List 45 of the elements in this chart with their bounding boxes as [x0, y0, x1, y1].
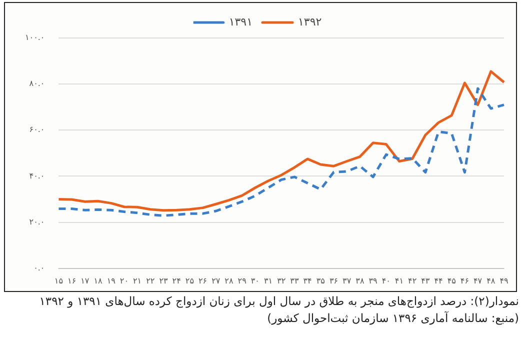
- x-tick-label: ۱۵: [54, 276, 64, 286]
- y-tick-label: ۶۰.۰: [29, 125, 45, 134]
- x-tick-label: ۲۷: [212, 276, 221, 286]
- x-tick-label: ۴۹: [500, 276, 508, 286]
- y-tick-label: ۲۰.۰: [29, 217, 45, 226]
- x-tick-label: ۴۱: [394, 276, 404, 286]
- x-tick-label: ۳۲: [277, 276, 286, 286]
- y-tick-label: ۱۰۰.۰: [24, 33, 45, 42]
- x-tick-label: ۱۸: [94, 276, 104, 286]
- x-tick-label: ۴۷: [474, 276, 483, 286]
- text: نمودار(۲): درصد ازدواج‌های منجر به طلاق در سال اول برای زنان ازدواج کرده سال‌های ۱۳۹۱ و ۱۳۹۲: [38, 293, 519, 310]
- x-tick-label: ۱۹: [106, 276, 116, 286]
- legend-label: ۱۳۹۲: [298, 15, 322, 28]
- x-tick-label: ۲۶: [198, 276, 208, 286]
- x-tick-label: ۴۸: [486, 276, 496, 286]
- x-tick-label: ۲۵: [185, 276, 194, 286]
- legend-label: ۱۳۹۱: [228, 15, 253, 28]
- x-tick-label: ۲۹: [238, 276, 246, 286]
- x-tick-label: ۱۶: [68, 276, 76, 286]
- x-tick-label: ۳۰: [250, 276, 260, 286]
- x-tick-label: ۲۴: [172, 276, 181, 286]
- x-tick-label: ۱۷: [80, 276, 90, 286]
- x-tick-label: ۳۱: [264, 276, 273, 286]
- text: (منبع: سالنامه آماری ۱۳۹۶ سازمان ثبت‌احوال کشور): [266, 310, 519, 327]
- x-tick-label: ۴۴: [434, 276, 443, 286]
- x-tick-label: ۲۱: [133, 276, 142, 286]
- x-tick-label: ۳۷: [342, 276, 352, 286]
- y-tick-label: ۰.۰: [34, 263, 45, 272]
- x-tick-label: ۴۲: [408, 276, 417, 286]
- x-tick-label: ۴۵: [447, 276, 456, 286]
- x-tick-label: ۲۲: [146, 276, 155, 286]
- x-tick-label: ۳۳: [290, 276, 300, 286]
- x-tick-label: ۴۳: [421, 276, 430, 286]
- x-tick-label: ۴۰: [382, 276, 390, 286]
- x-tick-label: ۲۰: [120, 276, 129, 286]
- x-tick-label: ۲۸: [224, 276, 234, 286]
- y-tick-label: ۴۰.۰: [29, 171, 45, 180]
- x-tick-label: ۳۶: [329, 276, 338, 286]
- x-tick-label: ۴۶: [460, 276, 470, 286]
- x-tick-label: ۳۹: [368, 276, 378, 286]
- x-tick-label: ۳۸: [356, 276, 365, 286]
- y-tick-label: ۸۰.۰: [29, 79, 45, 88]
- x-tick-label: ۲۳: [159, 276, 168, 286]
- x-tick-label: ۳۵: [316, 276, 325, 286]
- x-tick-label: ۳۴: [303, 276, 312, 286]
